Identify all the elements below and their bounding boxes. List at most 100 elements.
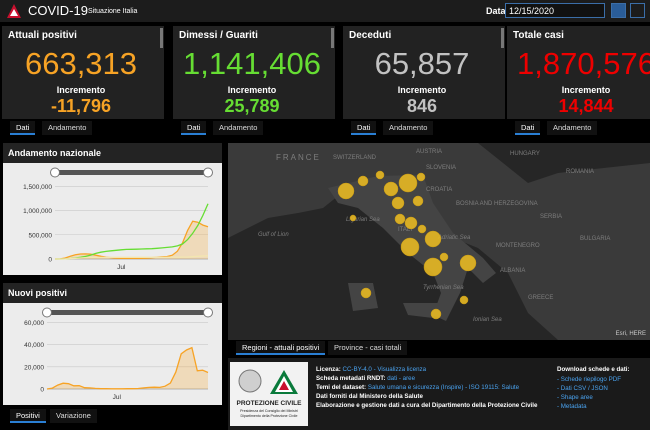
tab[interactable]: Variazione [50, 409, 97, 423]
series-line [55, 255, 209, 260]
info-line: Dati forniti dal Ministero della Salute [316, 393, 423, 400]
card-title: Dimessi / Guariti [179, 30, 258, 41]
card-value: 1,141,406 [183, 46, 321, 81]
header-bar: COVID-19 Situazione Italia Data 12/15/20… [0, 0, 650, 22]
clock-button[interactable] [630, 3, 645, 18]
map-label: BOSNIA AND HERZEGOVINA [456, 201, 538, 207]
map-label: SLOVENIA [426, 165, 456, 171]
map-label: ITALY [398, 227, 414, 233]
tab[interactable]: Dati [181, 121, 207, 135]
range-slider[interactable] [55, 170, 208, 175]
slider-handle[interactable] [203, 307, 213, 318]
card-value: 663,313 [24, 46, 138, 81]
logo-icon [7, 4, 21, 18]
kpi-card: Totale casi 1,870,576 Incremento 14,844 [507, 26, 650, 119]
plot-background [3, 163, 222, 275]
scrollbar [501, 28, 504, 48]
logo-emblems [238, 369, 298, 394]
card-increment: -11,796 [50, 96, 112, 116]
slider-handle[interactable] [50, 167, 60, 178]
tab[interactable]: Andamento [42, 121, 93, 135]
download-link[interactable]: - Shape aree [557, 394, 593, 401]
map-label: ROMANIA [566, 169, 594, 175]
chart-title: Nuovi positivi [8, 288, 67, 298]
map-label: CROATIA [426, 187, 452, 193]
tab[interactable]: Regioni - attuali positivi [236, 341, 326, 355]
app-title: COVID-19 [28, 3, 88, 18]
tab[interactable]: Andamento [547, 121, 598, 135]
card-title: Deceduti [349, 30, 392, 41]
map-label: FRANCE [276, 153, 321, 162]
kpi-card: Attuali positivi 663,313 Incremento -11,796 [2, 26, 164, 119]
tab[interactable]: Province - casi totali [328, 341, 408, 355]
map-label: Ionian Sea [473, 317, 502, 323]
info-label: Scheda metadati RNDT: [316, 375, 386, 382]
logo-line: Dipartimento della Protezione Civile [240, 414, 298, 418]
map-canvas: FRANCE SWITZERLAND AUSTRIA HUNGARY SLOVE… [228, 143, 650, 340]
calendar-button[interactable] [611, 3, 626, 18]
series-line [55, 203, 209, 260]
map-label: SERBIA [540, 214, 562, 220]
map-label: BULGARIA [580, 236, 610, 242]
card-increment: 846 [406, 96, 438, 116]
download-link[interactable]: - Schede riepilogo PDF [557, 376, 621, 383]
tab[interactable]: Andamento [383, 121, 434, 135]
download-link[interactable]: - Dati CSV / JSON [557, 385, 608, 392]
date-input[interactable]: 12/15/2020 [505, 3, 605, 18]
y-tick-label: 60,000 [24, 320, 44, 327]
y-tick-label: 0 [48, 257, 52, 264]
logo: PROTEZIONE CIVILE Presidenza del Consigl… [230, 362, 308, 426]
series-line [54, 220, 209, 260]
card-title: Attuali positivi [8, 30, 77, 41]
map-label: HUNGARY [510, 151, 540, 157]
tab[interactable]: Dati [10, 121, 36, 135]
card-increment: 14,844 [558, 96, 614, 116]
tab[interactable]: Andamento [213, 121, 264, 135]
info-label: Temi del dataset: [316, 384, 367, 391]
x-tick-label: Jul [113, 394, 122, 401]
downloads-title: Download schede e dati: [557, 366, 630, 373]
chart-panel: Nuovi positivi 0 20,000 40,000 60,000 Jul [3, 283, 222, 405]
info-label: Licenza: [316, 366, 341, 373]
info-link[interactable]: CC-BY-4.0 - Visualizza licenza [342, 366, 427, 373]
date-label: Data [486, 6, 506, 16]
tab[interactable]: Dati [515, 121, 541, 135]
map-label: AUSTRIA [416, 149, 442, 155]
chart: Andamento nazionale 0 500,000 1,000,000 1,50… [3, 148, 222, 275]
chart: Nuovi positivi 0 20,000 40,000 60,000 Jul [3, 288, 222, 405]
tab[interactable]: Positivi [10, 409, 46, 423]
slider-handle[interactable] [203, 167, 213, 178]
info-line: Elaborazione e gestione dati a cura del … [316, 402, 537, 409]
card-increment-label: Incremento [397, 85, 447, 95]
card-increment-label: Incremento [56, 85, 106, 95]
scrollbar [331, 28, 334, 48]
tab[interactable]: Dati [351, 121, 377, 135]
card-increment-label: Incremento [561, 85, 611, 95]
map-label: Gulf of Lion [258, 232, 289, 238]
card-title: Totale casi [513, 30, 564, 41]
map-label: Ligurian Sea [346, 217, 380, 223]
info-line: Scheda metadati RNDT: dati - aree [316, 375, 415, 382]
map-attribution: Esri, HERE [616, 331, 646, 337]
info-link[interactable]: Salute umana e sicurezza (Inspire) - ISO… [367, 384, 520, 391]
range-slider[interactable] [47, 310, 208, 315]
plot-background [3, 303, 222, 405]
map-label: SWITZERLAND [333, 155, 377, 161]
slider-handle[interactable] [42, 307, 52, 318]
kpi-card: Dimessi / Guariti 1,141,406 Incremento 25,7… [173, 26, 335, 119]
card-value: 65,857 [374, 46, 470, 81]
map-label: MONTENEGRO [496, 243, 540, 249]
area [55, 221, 208, 259]
info-label: Elaborazione e gestione dati a cura del … [316, 402, 538, 409]
series-line [46, 346, 209, 390]
info-label: Dati forniti dal Ministero della Salute [316, 393, 423, 400]
y-tick-label: 1,500,000 [23, 184, 52, 191]
info-link[interactable]: dati - aree [387, 375, 416, 382]
scrollbar [160, 28, 163, 48]
card-increment: 25,789 [224, 96, 280, 116]
map-label: ALBANIA [500, 268, 525, 274]
map-label: Tyrrhenian Sea [423, 285, 464, 291]
download-link[interactable]: - Metadata [557, 403, 587, 410]
map[interactable]: FRANCE SWITZERLAND AUSTRIA HUNGARY SLOVE… [228, 143, 650, 340]
